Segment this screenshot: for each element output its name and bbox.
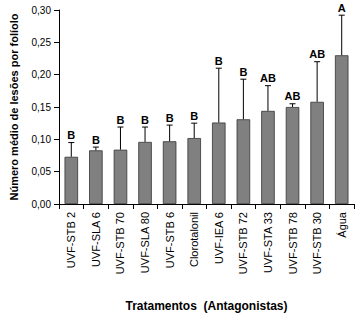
svg-text:0,00: 0,00 [32,199,52,210]
svg-text:UVF-STB 78: UVF-STB 78 [287,212,299,274]
svg-text:AB: AB [309,48,325,60]
svg-text:0,05: 0,05 [32,166,52,177]
svg-text:B: B [116,114,124,126]
svg-text:UVF-STB 70: UVF-STB 70 [114,212,126,274]
svg-text:Clorotalonil: Clorotalonil [188,212,200,267]
svg-text:Número médio de lesões por fol: Número médio de lesões por folíolo [8,13,20,200]
svg-text:0,10: 0,10 [32,134,52,145]
svg-text:A: A [338,2,346,14]
svg-text:UVF-STA 33: UVF-STA 33 [262,212,274,273]
svg-text:0,30: 0,30 [32,5,52,16]
svg-text:UVF-STB 72: UVF-STB 72 [237,212,249,274]
svg-text:B: B [215,55,223,67]
svg-text:UVF-IEA 6: UVF-IEA 6 [213,212,225,264]
svg-text:B: B [141,114,149,126]
svg-text:0,15: 0,15 [32,102,52,113]
svg-text:0,25: 0,25 [32,37,52,48]
svg-text:Tratamentos (Antagonistas): Tratamentos (Antagonistas) [125,299,287,313]
svg-text:B: B [92,134,100,146]
svg-text:B: B [190,110,198,122]
svg-text:0,20: 0,20 [32,69,52,80]
svg-text:B: B [166,112,174,124]
svg-text:UVF-STB 2: UVF-STB 2 [65,212,77,268]
svg-text:UVF-SLA 6: UVF-SLA 6 [90,212,102,267]
svg-text:UVF-SLA 80: UVF-SLA 80 [139,212,151,273]
svg-text:Água: Água [336,211,348,238]
svg-text:B: B [239,66,247,78]
svg-text:UVF-STB 30: UVF-STB 30 [311,212,323,274]
svg-text:AB: AB [260,72,276,84]
svg-text:UVF-STB 6: UVF-STB 6 [164,212,176,268]
svg-text:B: B [67,129,75,141]
svg-text:AB: AB [285,90,301,102]
